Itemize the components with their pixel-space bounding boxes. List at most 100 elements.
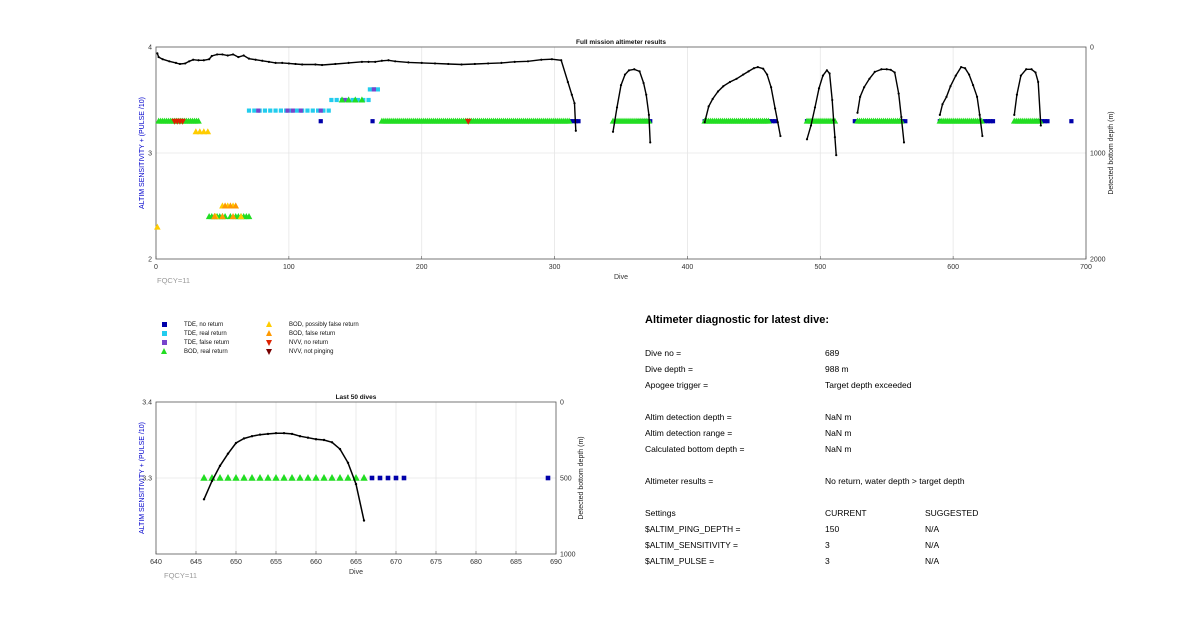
- bottom-depth-line: [856, 68, 906, 144]
- depth-point: [192, 58, 195, 61]
- diagnostic-value: No return, water depth > target depth: [825, 476, 965, 486]
- depth-point: [611, 130, 615, 133]
- data-point: [985, 119, 990, 124]
- depth-point: [566, 80, 569, 84]
- depth-point: [703, 121, 706, 124]
- data-point: [1045, 119, 1050, 124]
- bottom-depth-line: [611, 68, 652, 144]
- depth-point: [290, 432, 294, 436]
- depth-point: [334, 62, 337, 66]
- chart-0: 0 100 200 300 400 500 600 700 2 3 4 0 1000 2000 Full m…: [139, 39, 1115, 285]
- data-point: [852, 119, 857, 124]
- depth-point: [975, 95, 979, 98]
- data-point: [256, 473, 264, 481]
- data-point: [273, 108, 278, 113]
- data-point: [272, 473, 280, 481]
- y-tick-label: 4: [148, 45, 152, 52]
- x-tick-label: 700: [1080, 264, 1092, 271]
- depth-point: [716, 90, 720, 93]
- depth-point: [394, 60, 397, 63]
- fqcy-annotation: FQCY=11: [164, 571, 197, 580]
- depth-point: [338, 447, 342, 451]
- bottom-depth-line: [156, 52, 577, 132]
- depth-point: [433, 62, 437, 65]
- data-point: [268, 108, 273, 113]
- diagnostic-label: Settings: [645, 508, 676, 518]
- y-axis-label: ALTIM SENSITIVITY + (PULSE /10): [139, 97, 146, 209]
- depth-point: [941, 103, 944, 106]
- x-axis-label: Dive: [614, 274, 628, 281]
- depth-point: [1037, 80, 1040, 84]
- data-point: [1040, 119, 1045, 124]
- depth-point: [274, 431, 278, 435]
- chart-legend: TDE, no return TDE, real return TDE, false…: [160, 321, 390, 361]
- depth-point: [407, 61, 410, 64]
- depth-point: [226, 54, 229, 57]
- diagnostic-value: NaN m: [825, 444, 852, 454]
- data-point: [576, 119, 581, 124]
- depth-point: [615, 106, 619, 109]
- diagnostic-row: $ALTIM_PULSE = 3 N/A: [645, 556, 1165, 568]
- depth-point: [752, 67, 755, 70]
- bottom-depth-line: [805, 69, 838, 157]
- depth-point: [889, 68, 892, 71]
- depth-point: [900, 115, 903, 119]
- y-right-tick-label: 2000: [1090, 257, 1106, 264]
- depth-point: [863, 86, 866, 89]
- depth-point: [1013, 113, 1016, 116]
- diagnostic-value: 150: [825, 524, 840, 534]
- data-point: [385, 475, 391, 481]
- depth-point: [281, 61, 284, 64]
- depth-point: [978, 113, 981, 116]
- legend-label: BOD, real return: [184, 349, 228, 355]
- data-point: [305, 108, 310, 113]
- depth-polyline: [856, 68, 905, 143]
- diagnostic-title: Altimeter diagnostic for latest dive:: [645, 314, 829, 326]
- depth-point: [728, 80, 732, 84]
- depth-point: [234, 441, 238, 445]
- legend-item: BOD, real return: [160, 348, 228, 356]
- data-point: [208, 473, 216, 481]
- y-tick-label: 3.3: [142, 476, 152, 483]
- depth-point: [833, 136, 837, 139]
- x-tick-label: 300: [549, 264, 561, 271]
- depth-point: [540, 58, 543, 61]
- series-tde-false-return: [256, 87, 376, 113]
- depth-polyline: [612, 68, 651, 143]
- depth-point: [237, 55, 240, 59]
- depth-point: [627, 69, 631, 72]
- depth-point: [735, 77, 738, 80]
- depth-polyline: [939, 66, 984, 137]
- depth-point: [258, 433, 262, 436]
- x-tick-label: 690: [550, 559, 562, 566]
- diagnostic-label: Dive depth =: [645, 364, 693, 374]
- depth-point: [513, 60, 516, 63]
- depth-point: [885, 68, 888, 71]
- series-bod-false-return: [211, 202, 240, 220]
- diagnostic-value: 3: [825, 540, 830, 550]
- depth-point: [873, 70, 876, 74]
- depth-point: [314, 63, 317, 66]
- depth-point: [367, 60, 370, 63]
- data-point: [328, 473, 336, 481]
- depth-point: [938, 113, 941, 116]
- data-point: [320, 473, 328, 481]
- legend-label: BOD, possibly false return: [289, 322, 359, 328]
- depth-point: [242, 437, 246, 440]
- diagnostic-label: Altim detection depth =: [645, 412, 732, 422]
- depth-point: [560, 59, 563, 62]
- y-right-tick-label: 0: [560, 400, 564, 407]
- x-tick-label: 600: [947, 264, 959, 271]
- depth-point: [633, 68, 636, 71]
- data-point: [338, 96, 346, 103]
- depth-point: [967, 73, 971, 76]
- series-bod-real-return: [200, 473, 368, 481]
- depth-point: [642, 81, 645, 85]
- data-point: [1042, 119, 1047, 124]
- depth-point: [242, 54, 245, 57]
- data-point: [288, 473, 296, 481]
- depth-point: [619, 84, 623, 87]
- depth-point: [835, 154, 838, 157]
- depth-point: [346, 461, 350, 464]
- depth-point: [210, 479, 214, 483]
